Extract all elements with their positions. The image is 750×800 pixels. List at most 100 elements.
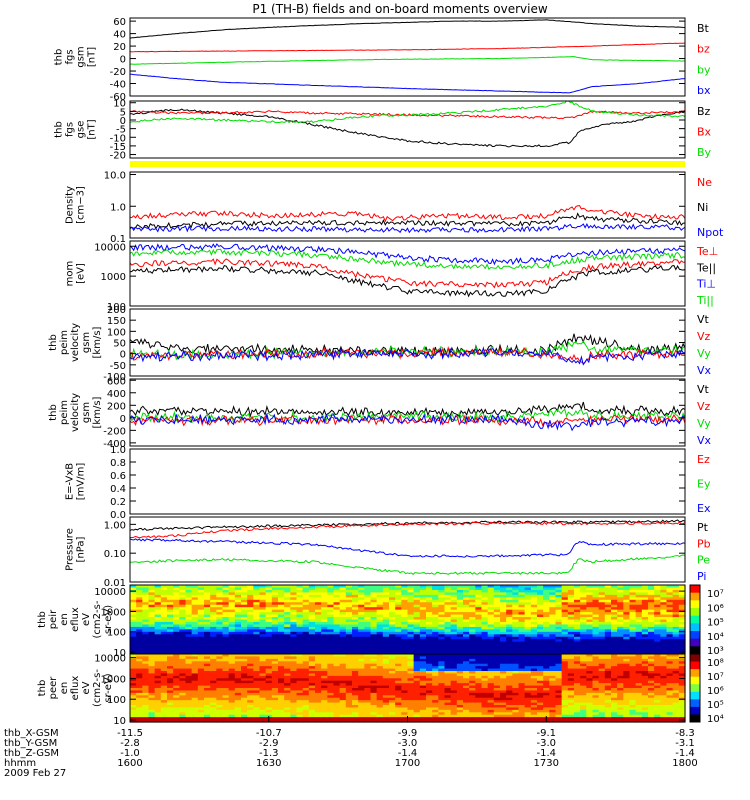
spectrogram-cell xyxy=(278,587,285,591)
spectrogram-cell xyxy=(401,700,409,704)
spectrogram-cell xyxy=(574,688,581,692)
spectrogram-cell xyxy=(463,619,470,623)
spectrogram-cell xyxy=(611,683,618,687)
y-tick-label: 0 xyxy=(120,414,126,425)
spectrogram-cell xyxy=(302,631,310,635)
spectrogram-cell xyxy=(160,644,168,648)
spectrogram-cell xyxy=(148,602,156,606)
spectrogram-cell xyxy=(438,587,446,591)
spectrogram-cell xyxy=(370,685,378,689)
spectrogram-cell xyxy=(296,629,304,633)
spectrogram-cell xyxy=(475,683,483,687)
spectrogram-cell xyxy=(302,673,310,677)
spectrogram-cell xyxy=(580,707,587,711)
spectrogram-cell xyxy=(549,683,557,687)
spectrogram-cell xyxy=(376,690,384,694)
spectrogram-cell xyxy=(444,651,452,655)
spectrogram-cell xyxy=(191,688,199,692)
spectrogram-cell xyxy=(549,629,557,633)
spectrogram-cell xyxy=(370,680,378,684)
spectrogram-cell xyxy=(191,612,199,616)
y-tick-label: 10000 xyxy=(94,587,126,598)
spectrogram-cell xyxy=(370,661,378,665)
spectrogram-cell xyxy=(173,592,180,596)
spectrogram-cell xyxy=(278,690,285,694)
spectrogram-cell xyxy=(130,717,137,721)
spectrogram-cell xyxy=(481,666,489,670)
spectrogram-cell xyxy=(475,597,483,601)
spectrogram-cell xyxy=(500,649,507,653)
spectrogram-cell xyxy=(469,688,476,692)
spectrogram-cell xyxy=(259,663,267,667)
spectrogram-cell xyxy=(167,634,174,638)
spectrogram-cell xyxy=(493,644,501,648)
spectrogram-cell xyxy=(617,656,624,660)
spectrogram-cell xyxy=(512,671,520,675)
spectrogram-cell xyxy=(450,707,458,711)
spectrogram-cell xyxy=(352,636,359,640)
spectrogram-cell xyxy=(234,683,242,687)
spectrogram-cell xyxy=(438,649,446,653)
spectrogram-cell xyxy=(543,712,550,716)
spectrogram-cell xyxy=(173,680,180,684)
spectrogram-cell xyxy=(148,585,156,589)
spectrogram-cell xyxy=(592,685,600,689)
spectrogram-cell xyxy=(395,607,402,611)
spectrogram-cell xyxy=(265,661,273,665)
spectrogram-cell xyxy=(376,604,384,608)
spectrogram-cell xyxy=(197,712,205,716)
spectrogram-cell xyxy=(148,609,156,613)
y-tick-label: 150 xyxy=(107,316,126,327)
spectrogram-cell xyxy=(426,680,433,684)
spectrogram-cell xyxy=(481,649,489,653)
spectrogram-cell xyxy=(623,639,631,643)
spectrogram-cell xyxy=(580,599,587,603)
spectrogram-cell xyxy=(543,661,550,665)
spectrogram-cell xyxy=(271,639,279,643)
spectrogram-cell xyxy=(185,658,193,662)
y-tick-label: 10 xyxy=(113,99,126,110)
spectrogram-cell xyxy=(438,705,446,709)
spectrogram-cell xyxy=(555,609,563,613)
spectrogram-cell xyxy=(641,651,649,655)
spectrogram-cell xyxy=(382,614,390,618)
spectrogram-cell xyxy=(654,651,661,655)
spectrogram-cell xyxy=(654,639,661,643)
spectrogram-cell xyxy=(469,705,476,709)
spectrogram-cell xyxy=(358,675,365,679)
spectrogram-cell xyxy=(271,688,279,692)
spectrogram-cell xyxy=(598,709,606,713)
spectrogram-cell xyxy=(456,604,464,608)
spectrogram-cell xyxy=(469,614,476,618)
spectrogram-cell xyxy=(463,649,470,653)
spectrogram-cell xyxy=(623,609,631,613)
spectrogram-cell xyxy=(315,702,322,706)
y-tick-label: -15 xyxy=(110,142,126,153)
spectrogram-cell xyxy=(160,641,168,645)
spectrogram-cell xyxy=(352,631,359,635)
spectrogram-cell xyxy=(321,658,328,662)
spectrogram-cell xyxy=(506,707,513,711)
spectrogram-cell xyxy=(456,661,464,665)
spectrogram-cell xyxy=(222,705,230,709)
spectrogram-cell xyxy=(290,654,298,658)
spectrogram-cell xyxy=(210,594,217,598)
spectrogram-cell xyxy=(469,695,476,699)
spectrogram-cell xyxy=(148,685,156,689)
spectrogram-cell xyxy=(173,675,180,679)
spectrogram-cell xyxy=(623,631,631,635)
spectrogram-cell xyxy=(167,597,174,601)
spectrogram-cell xyxy=(537,675,544,679)
spectrogram-cell xyxy=(358,683,365,687)
spectrogram-cell xyxy=(228,649,236,653)
spectrogram-cell xyxy=(130,683,137,687)
spectrogram-cell xyxy=(648,626,655,630)
spectrogram-cell xyxy=(506,692,513,696)
spectrogram-cell xyxy=(308,631,316,635)
spectrogram-cell xyxy=(537,695,544,699)
spectrogram-cell xyxy=(234,658,242,662)
spectrogram-cell xyxy=(660,634,668,638)
spectrogram-cell xyxy=(481,690,489,694)
spectrogram-cell xyxy=(586,634,594,638)
spectrogram-cell xyxy=(191,589,199,593)
